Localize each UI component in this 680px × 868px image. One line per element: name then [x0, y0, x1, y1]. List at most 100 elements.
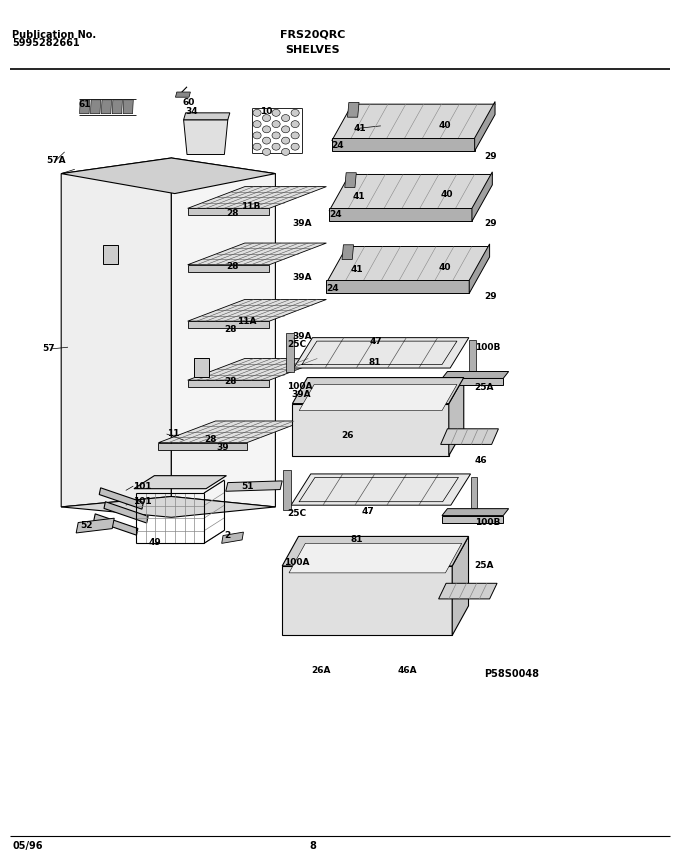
- Polygon shape: [294, 338, 469, 368]
- Polygon shape: [292, 404, 449, 456]
- Polygon shape: [326, 247, 490, 283]
- Ellipse shape: [253, 143, 261, 150]
- Text: 28: 28: [224, 378, 237, 386]
- Text: 24: 24: [326, 284, 339, 293]
- Text: 11: 11: [167, 430, 179, 438]
- Polygon shape: [188, 265, 269, 272]
- Text: 39A: 39A: [292, 332, 312, 341]
- Text: 29: 29: [484, 220, 497, 228]
- Polygon shape: [112, 100, 122, 114]
- Text: 8: 8: [309, 841, 316, 852]
- Polygon shape: [289, 543, 462, 573]
- Ellipse shape: [291, 109, 299, 116]
- Text: 100A: 100A: [287, 382, 312, 391]
- Text: 101: 101: [133, 482, 152, 490]
- Text: 46A: 46A: [398, 666, 418, 674]
- Polygon shape: [329, 174, 492, 211]
- Text: 60: 60: [182, 98, 194, 107]
- Ellipse shape: [262, 148, 271, 155]
- Text: 11A: 11A: [237, 317, 257, 326]
- Text: 29: 29: [484, 152, 497, 161]
- Text: Publication No.: Publication No.: [12, 30, 97, 40]
- Text: 61: 61: [78, 100, 90, 108]
- Text: 41: 41: [351, 265, 364, 273]
- Polygon shape: [299, 385, 457, 411]
- Ellipse shape: [272, 132, 280, 139]
- Text: 41: 41: [354, 124, 367, 133]
- Text: SHELVES: SHELVES: [286, 45, 340, 56]
- Polygon shape: [442, 516, 503, 523]
- Text: 39A: 39A: [291, 390, 311, 398]
- Polygon shape: [188, 243, 326, 265]
- Polygon shape: [469, 244, 490, 293]
- Polygon shape: [158, 421, 304, 443]
- Text: 39A: 39A: [292, 273, 312, 282]
- Polygon shape: [452, 536, 469, 635]
- Polygon shape: [90, 100, 101, 114]
- Text: 25A: 25A: [475, 384, 494, 392]
- Ellipse shape: [253, 121, 261, 128]
- Text: 47: 47: [369, 337, 382, 345]
- Ellipse shape: [282, 148, 290, 155]
- Text: 81: 81: [369, 358, 381, 367]
- Text: 05/96: 05/96: [12, 841, 43, 852]
- Polygon shape: [475, 102, 495, 151]
- Polygon shape: [61, 158, 275, 194]
- Polygon shape: [194, 358, 209, 377]
- Ellipse shape: [262, 126, 271, 133]
- Polygon shape: [76, 518, 114, 533]
- Text: 28: 28: [224, 326, 237, 334]
- Polygon shape: [188, 321, 269, 328]
- Text: 28: 28: [226, 209, 239, 218]
- Text: 41: 41: [352, 192, 365, 201]
- Polygon shape: [188, 358, 326, 380]
- Text: 100B: 100B: [475, 518, 500, 527]
- Text: 25A: 25A: [475, 562, 494, 570]
- Polygon shape: [134, 476, 226, 489]
- Polygon shape: [158, 443, 247, 450]
- Polygon shape: [175, 92, 190, 97]
- Text: 39A: 39A: [292, 220, 312, 228]
- Text: 81: 81: [350, 536, 362, 544]
- Polygon shape: [441, 429, 498, 444]
- Text: 24: 24: [329, 210, 342, 219]
- Text: 11B: 11B: [241, 202, 260, 211]
- Polygon shape: [94, 514, 138, 536]
- Text: 47: 47: [362, 507, 375, 516]
- Ellipse shape: [282, 137, 290, 144]
- Text: 57: 57: [42, 345, 55, 353]
- Text: 2: 2: [224, 531, 231, 540]
- Polygon shape: [188, 187, 326, 208]
- Polygon shape: [282, 536, 469, 566]
- Text: 57A: 57A: [46, 156, 66, 165]
- Text: 101: 101: [133, 497, 152, 506]
- Polygon shape: [449, 378, 464, 456]
- Polygon shape: [61, 496, 275, 517]
- Text: 49: 49: [148, 538, 161, 547]
- Text: 28: 28: [226, 262, 239, 271]
- Polygon shape: [332, 104, 495, 141]
- Ellipse shape: [253, 132, 261, 139]
- Polygon shape: [439, 583, 497, 599]
- Polygon shape: [291, 474, 471, 505]
- Polygon shape: [472, 172, 492, 221]
- Text: P58S0048: P58S0048: [484, 669, 539, 680]
- Text: 26: 26: [341, 431, 354, 440]
- Polygon shape: [222, 532, 243, 543]
- Polygon shape: [188, 380, 269, 387]
- Ellipse shape: [291, 121, 299, 128]
- Polygon shape: [188, 208, 269, 215]
- Polygon shape: [101, 100, 112, 114]
- Polygon shape: [184, 113, 230, 120]
- Text: 39: 39: [216, 443, 229, 451]
- Polygon shape: [283, 470, 291, 510]
- Polygon shape: [347, 102, 359, 117]
- Text: 34: 34: [185, 107, 198, 115]
- Polygon shape: [286, 333, 294, 372]
- Text: 5995282661: 5995282661: [12, 38, 80, 49]
- Polygon shape: [61, 158, 171, 507]
- Polygon shape: [469, 340, 476, 371]
- Polygon shape: [442, 509, 509, 516]
- Polygon shape: [171, 158, 275, 507]
- Text: 51: 51: [241, 482, 254, 490]
